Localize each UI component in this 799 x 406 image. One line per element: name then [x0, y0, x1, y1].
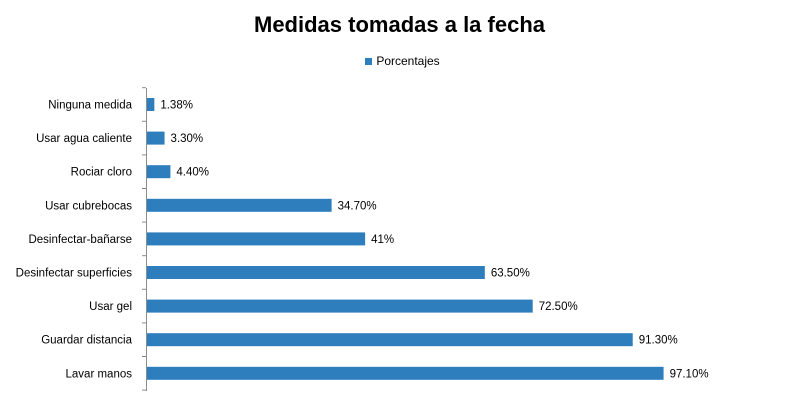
category-label: Usar cubrebocas	[45, 200, 132, 212]
legend-swatch	[365, 57, 373, 65]
category-label: Usar gel	[89, 301, 132, 313]
category-label: Desinfectar-bañarse	[28, 234, 132, 246]
data-label: 4.40%	[176, 167, 209, 179]
bar	[147, 266, 485, 279]
data-label: 3.30%	[171, 133, 204, 145]
bar	[147, 131, 165, 145]
legend: Porcentajes	[0, 54, 799, 68]
category-label: Rociar cloro	[71, 167, 132, 179]
category-label: Guardar distancia	[41, 335, 132, 347]
legend-label: Porcentajes	[376, 54, 440, 68]
data-label: 41%	[371, 234, 394, 246]
data-label: 34.70%	[338, 200, 377, 212]
category-label: Lavar manos	[66, 368, 133, 380]
bar	[147, 198, 332, 212]
data-label: 63.50%	[491, 268, 530, 280]
category-label: Ninguna medida	[48, 100, 132, 112]
bar	[147, 333, 633, 347]
data-label: 91.30%	[639, 335, 678, 347]
bar	[147, 232, 366, 246]
data-label: 72.50%	[539, 301, 578, 313]
bar	[147, 299, 533, 313]
category-label: Usar agua caliente	[36, 133, 132, 145]
data-label: 1.38%	[160, 100, 193, 112]
bar	[147, 366, 664, 380]
chart-title: Medidas tomadas a la fecha	[254, 12, 545, 37]
category-label: Desinfectar superficies	[16, 268, 133, 280]
bar	[147, 165, 171, 179]
data-label: 97.10%	[670, 368, 709, 380]
bar	[147, 98, 155, 111]
